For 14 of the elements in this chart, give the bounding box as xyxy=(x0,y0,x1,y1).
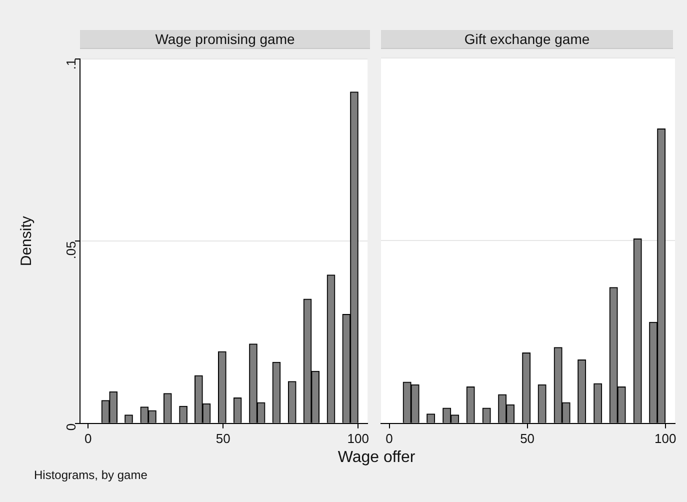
y-tick-label: .1 xyxy=(64,58,79,70)
x-tick-label: 100 xyxy=(347,430,370,446)
chart-title: Gift exchange game xyxy=(381,30,673,49)
y-tick-label: .05 xyxy=(64,241,79,260)
x-axis-title: Wage offer xyxy=(336,449,416,467)
x-tick-label: 0 xyxy=(386,430,393,446)
x-tick-label: 100 xyxy=(654,430,676,446)
y-axis-title: Density xyxy=(18,216,36,266)
chart-title: Wage promising game xyxy=(80,30,370,49)
x-tick-label: 50 xyxy=(216,430,230,446)
text: Histograms, by game xyxy=(34,468,148,482)
y-tick-label: 0 xyxy=(64,423,79,431)
x-tick-label: 0 xyxy=(84,430,92,446)
x-tick-label: 50 xyxy=(520,430,535,446)
